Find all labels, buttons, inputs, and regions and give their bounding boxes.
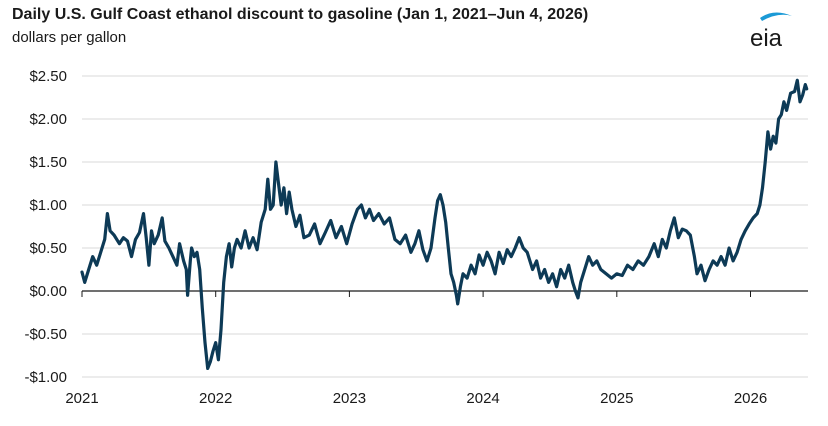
eia-logo: eia	[750, 12, 792, 50]
x-tick-label: 2025	[600, 390, 633, 407]
chart-subtitle: dollars per gallon	[12, 29, 127, 46]
y-tick-label: $2.50	[29, 68, 67, 85]
x-tick-label: 2023	[333, 390, 366, 407]
eia-logo-text: eia	[750, 25, 783, 50]
y-tick-label: $0.00	[29, 283, 67, 300]
y-tick-label: $0.50	[29, 240, 67, 257]
series-line	[80, 78, 809, 370]
y-tick-label: -$1.00	[24, 369, 67, 386]
y-tick-label: $1.00	[29, 197, 67, 214]
x-tick-label: 2021	[65, 390, 98, 407]
chart-title: Daily U.S. Gulf Coast ethanol discount t…	[12, 6, 589, 23]
eia-logo-swoosh-icon	[760, 12, 792, 21]
series-layer	[80, 78, 809, 370]
y-axis-ticks: $2.50 $2.00 $1.50 $1.00 $0.50 $0.00 -$0.50 -$1.…	[24, 68, 67, 386]
x-tick-label: 2024	[466, 390, 499, 407]
x-tick-label: 2026	[734, 390, 767, 407]
x-tick-label: 2022	[199, 390, 232, 407]
y-tick-label: $1.50	[29, 154, 67, 171]
y-tick-label: $2.00	[29, 111, 67, 128]
grid-lines	[82, 75, 808, 378]
y-tick-label: -$0.50	[24, 326, 67, 343]
x-axis-ticks: 2021 2022 2023 2024 2025 2026	[65, 291, 767, 407]
